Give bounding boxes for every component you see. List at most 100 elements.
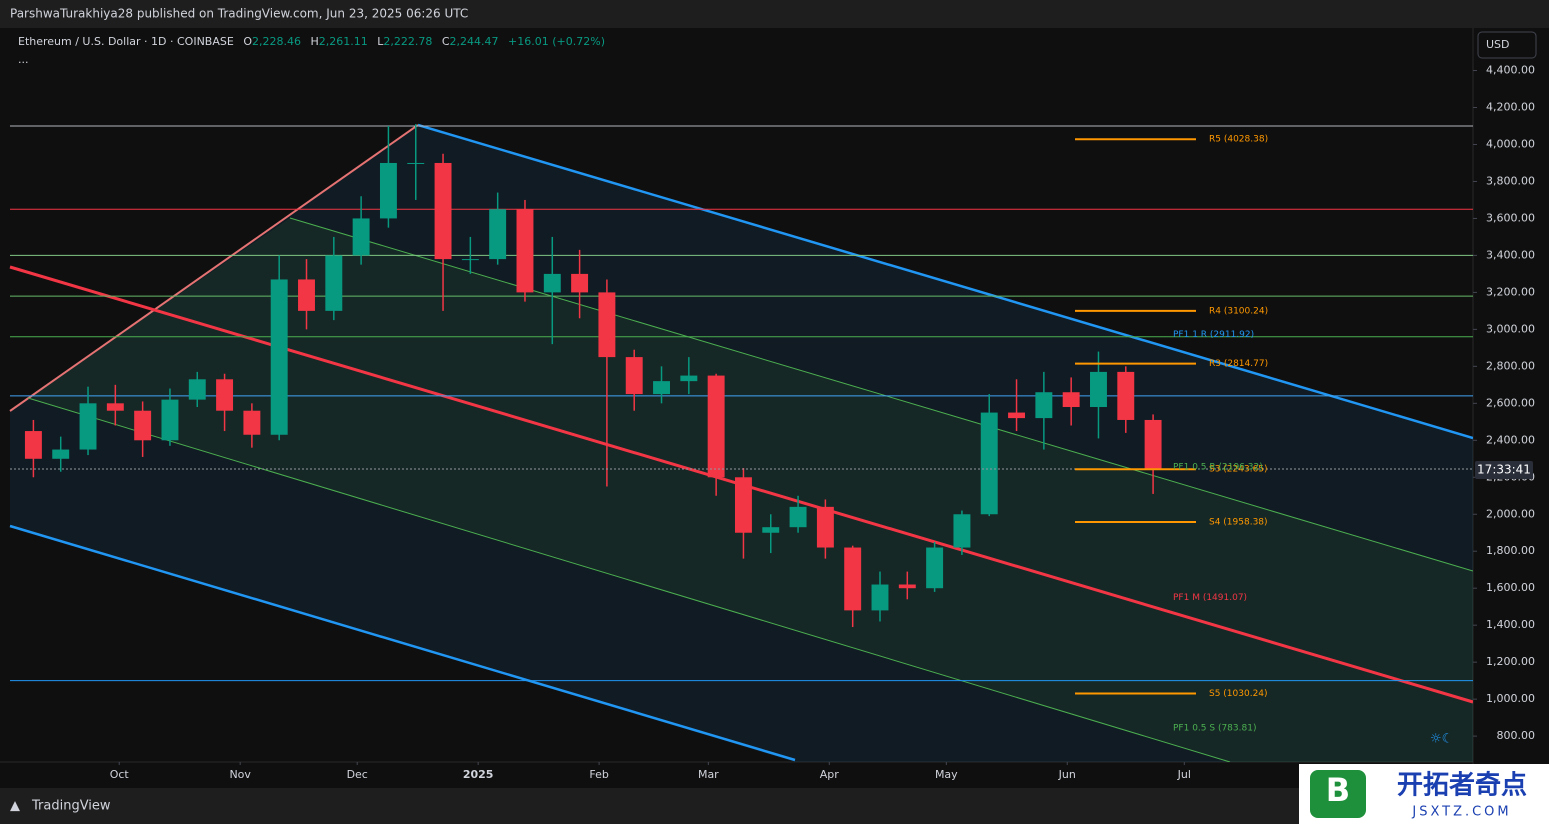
- x-tick-label: Feb: [589, 768, 608, 781]
- candle-body: [270, 279, 288, 435]
- pitchfork-outer-fill: [10, 125, 1473, 762]
- pitchfork-label: PF1 M (1491.07): [1173, 593, 1247, 603]
- watermark-logo: B: [1326, 771, 1350, 809]
- candle-body: [598, 292, 616, 358]
- candle-body: [461, 259, 479, 261]
- candle-body: [980, 412, 998, 515]
- watermark-url: JSXTZ.COM: [1411, 805, 1511, 820]
- footer: TradingView: [31, 799, 111, 814]
- y-tick-label: 1,600.00: [1486, 581, 1535, 594]
- bottom-bar: [0, 788, 1549, 824]
- drawings: [9, 123, 1473, 762]
- candle-body: [516, 209, 534, 293]
- candle-body: [734, 477, 752, 533]
- y-tick-label: 2,000.00: [1486, 507, 1535, 520]
- y-tick-label: 3,000.00: [1486, 322, 1535, 335]
- candle-body: [24, 431, 42, 459]
- h-label: H: [310, 35, 318, 48]
- y-tick-label: 3,400.00: [1486, 248, 1535, 261]
- candle-body: [298, 279, 315, 311]
- footer-logo: ▲: [10, 799, 20, 814]
- candle-body: [680, 375, 698, 382]
- candle-body: [871, 584, 889, 611]
- y-tick-label: 2,800.00: [1486, 359, 1535, 372]
- high: 2,261.11: [319, 35, 368, 48]
- candle-body: [161, 399, 179, 441]
- candle-body: [707, 375, 725, 478]
- y-tick-label: 2,400.00: [1486, 433, 1535, 446]
- open: 2,228.46: [252, 35, 301, 48]
- l-label: L: [377, 35, 384, 48]
- watermark-name: 开拓者奇点: [1397, 770, 1527, 801]
- watermark-logo-bg: [1310, 770, 1366, 818]
- candle-body: [1090, 371, 1107, 408]
- y-tick-label: 1,400.00: [1486, 618, 1535, 631]
- pitchfork-upper: [417, 123, 1473, 440]
- candle-body: [926, 547, 944, 589]
- countdown-box: [1475, 461, 1533, 480]
- change: +16.01 (+0.72%): [508, 35, 605, 48]
- legend-text: Ethereum / U.S. Dollar · 1D · COINBASE O…: [18, 35, 605, 48]
- candle-body: [352, 218, 370, 256]
- publisher: ParshwaTurakhiya28 published on TradingV…: [10, 7, 468, 21]
- candle-body: [789, 506, 807, 528]
- candle-body: [625, 357, 643, 395]
- candle-body: [379, 162, 397, 219]
- pivot-label: S3 (2243.65): [1209, 465, 1268, 475]
- pivot-label: S4 (1958.38): [1209, 517, 1268, 527]
- x-tick-label: May: [935, 768, 958, 781]
- candle-body: [953, 514, 971, 548]
- pitchfork-label: PF1 0.5 S (783.81): [1173, 724, 1256, 734]
- currency-button[interactable]: [1477, 31, 1537, 59]
- x-tick-label: Nov: [229, 768, 251, 781]
- candle-body: [434, 162, 452, 260]
- candle-body: [543, 273, 561, 293]
- pitchfork-handle: [9, 124, 419, 412]
- currency[interactable]: USD: [1486, 38, 1510, 51]
- close: 2,244.47: [450, 35, 499, 48]
- candle-body: [1062, 392, 1080, 408]
- pitchfork-lower: [9, 524, 796, 762]
- candle-body: [1117, 371, 1135, 420]
- pivot-label: S5 (1030.24): [1209, 689, 1268, 699]
- candle-body: [243, 410, 261, 435]
- pitchfork-label: PF1 0.5 R (2196.32): [1173, 462, 1263, 472]
- more: ...: [18, 53, 29, 66]
- y-tick-label: 3,600.00: [1486, 211, 1535, 224]
- candle-body: [489, 209, 507, 260]
- pitchfork-lower-half: [27, 397, 1231, 762]
- candle-body: [188, 379, 206, 400]
- pivot-label: R5 (4028.38): [1209, 135, 1268, 145]
- pitchfork-label: PF1 1 R (2911.92): [1173, 330, 1254, 340]
- pivot-label: R4 (3100.24): [1209, 306, 1268, 316]
- pitchfork-upper-half: [289, 217, 1473, 572]
- x-tick-label: Jun: [1058, 768, 1076, 781]
- x-tick-label: Apr: [820, 768, 840, 781]
- y-tick-label: 1,800.00: [1486, 544, 1535, 557]
- o-label: O: [243, 35, 252, 48]
- candle-body: [407, 162, 425, 164]
- y-tick-label: 3,200.00: [1486, 285, 1535, 298]
- c-label: C: [442, 35, 450, 48]
- y-tick-label: 4,000.00: [1486, 137, 1535, 150]
- y-tick-label: 1,000.00: [1486, 692, 1535, 705]
- candle-body: [1008, 412, 1026, 419]
- y-tick-label: 2,600.00: [1486, 396, 1535, 409]
- x-tick-label: Oct: [110, 768, 130, 781]
- candle-body: [1035, 392, 1053, 419]
- x-tick-label: Dec: [347, 768, 368, 781]
- candle-body: [898, 584, 916, 589]
- x-tick-label: Jul: [1177, 768, 1191, 781]
- candle-body: [79, 403, 97, 450]
- top-bar: [0, 0, 1549, 28]
- candle-body: [216, 379, 234, 411]
- session-icon: ☼☾: [1430, 732, 1453, 747]
- candle-body: [653, 381, 670, 395]
- y-tick-label: 800.00: [1497, 729, 1536, 742]
- pivot-label: R3 (2814.77): [1209, 359, 1268, 369]
- symbol: Ethereum / U.S. Dollar · 1D · COINBASE: [18, 35, 234, 48]
- candle-body: [571, 273, 589, 293]
- y-tick-label: 4,400.00: [1486, 64, 1535, 77]
